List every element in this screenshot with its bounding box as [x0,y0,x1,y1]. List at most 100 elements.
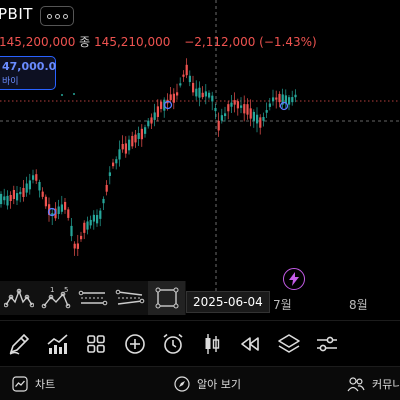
nav-community[interactable]: 커뮤니티 [347,367,400,400]
draw-button[interactable] [0,321,43,367]
candle-body [172,93,175,103]
candle-body [268,103,271,107]
trade-marker [47,207,57,217]
candle-body [76,243,79,249]
candle-body [12,189,15,200]
add-button[interactable] [112,321,159,367]
alarm-icon [163,333,183,354]
nav-chart[interactable]: 차트 [12,367,55,400]
candle-body [41,191,44,197]
candle-body [214,107,217,112]
trade-marker [279,101,289,111]
tool-rectangle[interactable] [148,281,185,315]
chart-area[interactable]: PBIT 145,200,000 종 145,210,000 −2,112,00… [0,0,400,318]
x-axis-label-july: 7월 [273,298,292,312]
chart-type-button[interactable] [189,321,236,367]
candle-body [182,74,185,77]
candle-body [256,114,259,124]
nav-explore[interactable]: 알아 보기 [174,367,241,400]
candle-body [211,95,214,102]
candle-body [262,116,265,121]
layout-button[interactable] [73,321,120,367]
candle-body [169,94,172,101]
candle-body [288,97,291,105]
candle-body [144,127,147,134]
candle-body [291,97,294,103]
signal-dot [73,93,75,95]
candle-body [265,110,268,113]
candle-body [64,201,67,210]
people-icon [347,377,365,392]
settings-sliders-icon [317,336,338,351]
settings-button[interactable] [304,321,351,367]
candle-body [89,219,92,226]
candle-body [22,187,25,197]
candle-body [156,106,159,117]
grid-icon [87,334,106,353]
candle-body [124,143,127,154]
close-price: 145,210,000 [94,35,171,49]
more-button[interactable] [40,6,74,26]
candle-body [73,243,76,249]
candle-body [236,101,239,109]
candle-body [16,193,19,201]
exchange-title[interactable]: PBIT [0,5,33,23]
replay-button[interactable] [227,321,274,367]
candlestick-chart[interactable] [0,0,400,318]
drawing-toolbar: 1 5 [0,281,186,315]
candle-body [198,87,201,98]
add-circle-icon [124,333,145,354]
candle-body [243,104,246,114]
ohlc-legend: 145,200,000 종 145,210,000 −2,112,000 (−1… [0,33,317,50]
close-label: 종 [79,35,91,49]
more-dots-icon [62,13,68,19]
candle-body [99,210,102,219]
candle-body [28,180,31,190]
candle-body [150,117,153,124]
candle-body [134,134,137,143]
candle-body [128,139,131,151]
candle-body [131,135,134,147]
candle-body [60,204,63,212]
tool-regression-channel[interactable] [111,281,148,315]
candle-body [195,88,198,97]
buy-price: 47,000.0 [2,60,57,73]
candle-body [32,175,35,180]
candle-body [192,82,195,93]
buy-order-box[interactable]: 47,000.0 바이 [0,56,56,90]
candle-body [6,195,9,206]
candle-body [112,162,115,167]
candle-body [86,221,89,230]
candle-body [38,181,41,191]
bolt-button[interactable] [283,268,305,290]
candle-body [294,94,297,98]
lightning-icon [289,272,299,286]
nav-explore-label: 알아 보기 [197,378,241,391]
candle-body [115,159,118,164]
tool-parallel-channel[interactable] [74,281,111,315]
main-toolbar [0,320,400,366]
more-dots-icon [46,13,52,19]
candle-body [83,222,86,233]
regression-channel-icon [115,289,144,305]
indicators-button[interactable] [35,321,82,367]
candle-body [224,113,227,117]
tool-elliott-wave[interactable]: 1 5 [37,281,74,315]
candle-body [160,101,163,109]
candle-body [275,97,278,100]
candle-body [230,102,233,107]
tool-head-shoulders[interactable] [0,281,37,315]
candle-body [80,235,83,240]
alert-button[interactable] [150,321,197,367]
prev-price: 145,200,000 [0,35,76,49]
candle-body [217,120,220,131]
candlestick-icon [205,333,219,354]
candle-body [204,91,207,97]
more-dots-icon [54,13,60,19]
trade-marker [163,100,173,110]
candle-body [284,95,287,104]
layers-button[interactable] [266,321,313,367]
candle-body [220,115,223,121]
rectangle-icon [155,287,178,309]
candle-body [185,64,188,76]
